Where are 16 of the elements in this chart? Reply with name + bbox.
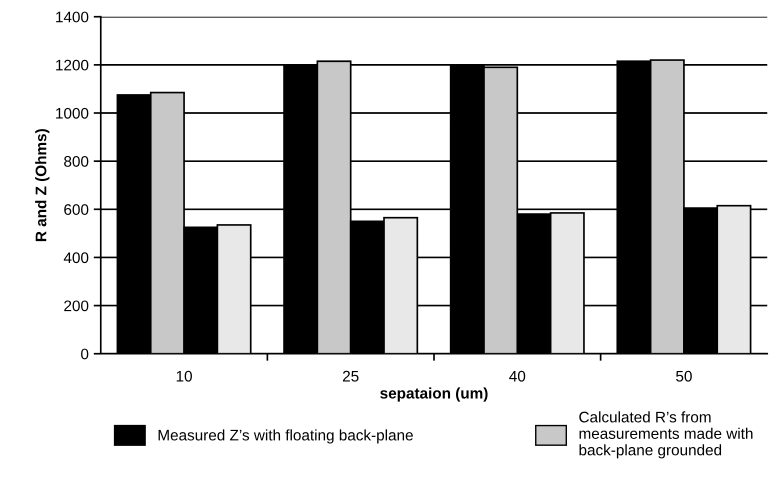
- x-tick-label: 25: [342, 370, 359, 382]
- x-tick-label: 50: [676, 370, 692, 382]
- y-tick-label: 800: [64, 156, 88, 167]
- y-tick-label: 200: [64, 300, 88, 312]
- legend-label: Measured Z’s with floating back-plane: [158, 429, 413, 444]
- y-axis-title: R and Z (Ohms): [35, 129, 50, 242]
- x-axis-title: sepataion (um): [380, 387, 488, 402]
- y-tick-label: 1200: [56, 60, 88, 71]
- x-tick-label: 40: [509, 370, 526, 382]
- x-tick-label: 10: [176, 370, 192, 382]
- y-tick-label: 0: [81, 348, 88, 360]
- y-tick-label: 1400: [56, 12, 88, 22]
- legend-label: Calculated R’s from measurements made with back-plane grounded: [579, 411, 752, 458]
- y-tick-label: 600: [64, 204, 88, 215]
- y-tick-label: 400: [64, 252, 88, 264]
- y-tick-label: 1000: [56, 108, 88, 119]
